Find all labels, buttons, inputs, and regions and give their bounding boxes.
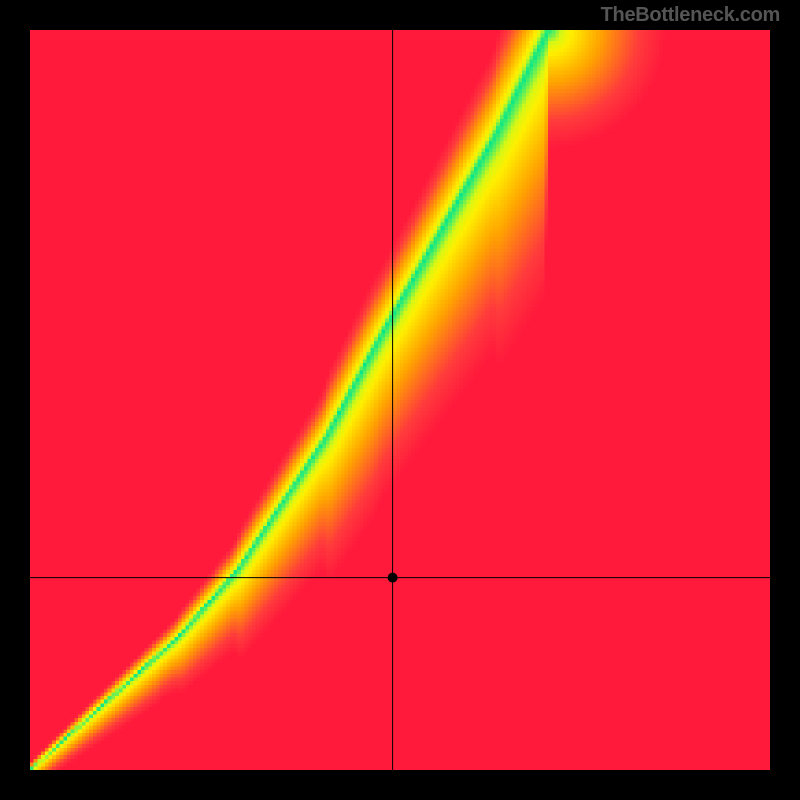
watermark-text: TheBottleneck.com xyxy=(601,4,780,27)
heatmap-plot xyxy=(30,30,770,770)
heatmap-canvas xyxy=(30,30,770,770)
chart-frame: TheBottleneck.com xyxy=(0,0,800,800)
